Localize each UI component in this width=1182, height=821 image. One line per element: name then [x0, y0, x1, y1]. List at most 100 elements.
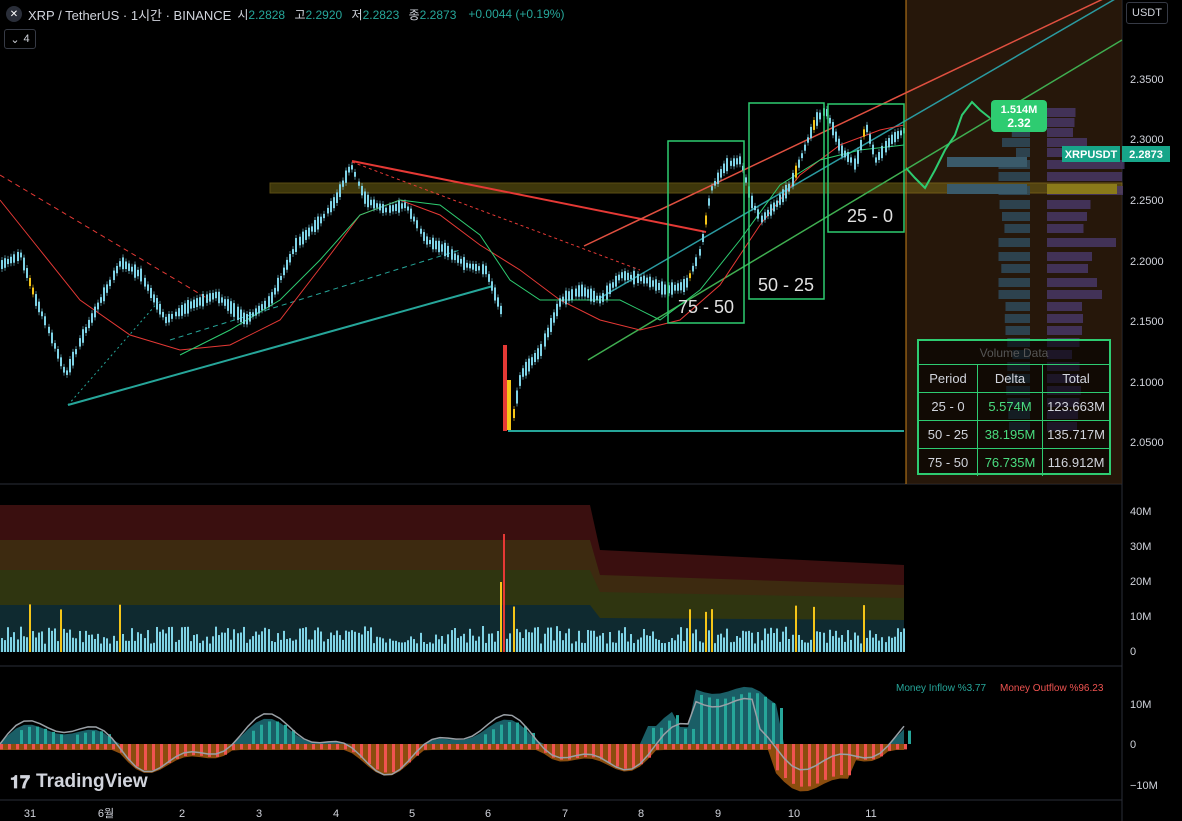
volume-bar: [854, 632, 856, 652]
outflow-bar: [120, 744, 123, 753]
volume-bar: [708, 630, 710, 652]
volume-bar: [869, 630, 871, 652]
drop-candle: [507, 380, 511, 430]
inflow-bar: [668, 720, 671, 744]
time-tick-label: 7: [562, 808, 568, 820]
high-label: 고: [294, 7, 306, 22]
volume-bar: [764, 628, 766, 652]
price-tick-label: 2.1000: [1130, 377, 1164, 389]
volume-bar: [218, 635, 220, 652]
volume-bar: [240, 632, 242, 652]
volume-bar: [581, 642, 583, 652]
chart-header: ✕ XRP / TetherUS · 1시간 · BINANCE 시2.2828…: [6, 4, 564, 24]
outflow-bar: [744, 744, 747, 750]
volume-bar: [339, 635, 341, 652]
volume-tick-label: 0: [1130, 646, 1136, 658]
inflow-bar: [772, 703, 775, 744]
price-tick-label: 2.2500: [1130, 195, 1164, 207]
table-row: 50 - 25 38.195M 135.717M: [919, 420, 1109, 448]
volume-bar: [550, 627, 552, 652]
volume-bar: [395, 640, 397, 652]
volume-bar: [720, 633, 722, 652]
money-inflow-area: [0, 686, 904, 744]
volume-bars: [1, 534, 905, 652]
outflow-bar: [704, 744, 707, 750]
total-cell: 135.717M: [1047, 427, 1105, 442]
volume-bar: [695, 629, 697, 652]
xrp-logo-icon[interactable]: ✕: [6, 6, 22, 22]
inflow-bar: [284, 724, 287, 744]
period-box-50-25[interactable]: [748, 102, 825, 300]
volume-bar: [209, 643, 211, 652]
volume-bar: [184, 626, 186, 652]
volume-bar: [134, 640, 136, 652]
volume-bar: [850, 639, 852, 652]
period-box-25-0[interactable]: [827, 103, 905, 233]
outflow-bar: [848, 744, 851, 776]
profile-bar: [998, 172, 1030, 181]
volume-bar: [302, 628, 304, 652]
inflow-bar: [732, 696, 735, 744]
symbol-title[interactable]: XRP / TetherUS · 1시간 · BINANCE: [28, 7, 232, 23]
volume-bar: [159, 631, 161, 652]
volume-bar: [230, 639, 232, 652]
volume-bar: [841, 635, 843, 652]
outflow-bar: [128, 744, 131, 761]
outflow-bar: [264, 744, 267, 750]
volume-bar: [773, 633, 775, 652]
volume-bar: [894, 636, 896, 652]
tradingview-logo[interactable]: 𝟏𝟕 TradingView: [10, 771, 148, 793]
inflow-bar: [260, 724, 263, 744]
outflow-bar: [872, 744, 875, 760]
outflow-bar: [904, 744, 907, 750]
volume-bar: [243, 626, 245, 652]
volume-bar: [568, 628, 570, 652]
price-axis[interactable]: 2.3500 2.3000 2.2500 2.2000 2.1500 2.1000 2.05…: [1130, 74, 1164, 449]
period-box-75-50[interactable]: [667, 140, 745, 324]
period-cell: 75 - 50: [919, 449, 978, 476]
volume-bar: [407, 640, 409, 652]
volume-bar: [63, 628, 65, 652]
volume-bar: [274, 642, 276, 652]
volume-bar: [314, 630, 316, 652]
volume-bar: [69, 629, 71, 652]
outflow-bar: [576, 744, 579, 759]
volume-bar: [587, 629, 589, 652]
channel-upper: [583, 0, 1103, 247]
profile-bar: [1047, 264, 1088, 273]
outflow-bar: [344, 744, 347, 750]
total-cell: 116.912M: [1047, 455, 1105, 470]
currency-selector[interactable]: USDT: [1126, 2, 1168, 24]
teal-trendline: [67, 285, 494, 406]
flow-axis[interactable]: 10M 0 −10M: [1130, 699, 1158, 792]
volume-bar: [286, 639, 288, 652]
volume-bar: [168, 627, 170, 652]
volume-bar: [717, 634, 719, 652]
volume-bar: [757, 632, 759, 652]
outflow-bar: [24, 744, 27, 750]
volume-bar: [714, 643, 716, 652]
volume-bar: [351, 630, 353, 652]
outflow-bar: [520, 744, 523, 750]
time-tick-label: 9: [715, 808, 721, 820]
inflow-bar: [276, 721, 279, 744]
indicator-toggle-button[interactable]: ⌄ 4: [4, 29, 36, 49]
profile-bar: [1047, 326, 1082, 335]
volume-bar: [103, 637, 105, 652]
time-tick-label: 11: [865, 808, 876, 820]
volume-axis[interactable]: 40M 30M 20M 10M 0: [1130, 506, 1151, 658]
inflow-bar: [748, 692, 751, 744]
profile-bar: [947, 184, 1027, 194]
brand-name: TradingView: [36, 771, 148, 792]
inflow-bar: [28, 726, 31, 744]
time-axis[interactable]: 31 6월 2 3 4 5 6 7 8 9 10 11: [24, 807, 877, 820]
outflow-bar: [184, 744, 187, 757]
volume-bar: [602, 633, 604, 652]
volume-bar: [646, 635, 648, 652]
volume-bar: [379, 637, 381, 652]
inflow-bar: [292, 730, 295, 744]
volume-tick-label: 30M: [1130, 541, 1151, 553]
outflow-bar: [0, 744, 3, 750]
outflow-bar: [160, 744, 163, 768]
